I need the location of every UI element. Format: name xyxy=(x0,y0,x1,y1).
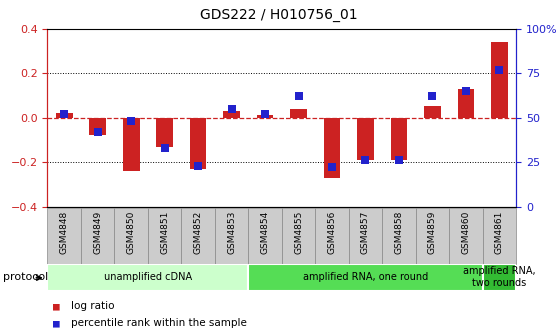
Bar xyxy=(491,42,508,118)
Bar xyxy=(257,115,273,118)
Bar xyxy=(458,89,474,118)
Text: GSM4854: GSM4854 xyxy=(261,211,270,254)
Text: GSM4860: GSM4860 xyxy=(461,211,470,254)
Bar xyxy=(156,118,173,146)
Bar xyxy=(349,208,382,264)
Bar xyxy=(47,264,248,291)
Bar xyxy=(89,118,106,135)
Point xyxy=(60,111,69,117)
Text: protocol: protocol xyxy=(3,272,48,282)
Text: GSM4856: GSM4856 xyxy=(328,211,336,254)
Bar xyxy=(449,208,483,264)
Bar xyxy=(148,208,181,264)
Text: percentile rank within the sample: percentile rank within the sample xyxy=(71,318,247,328)
Bar xyxy=(290,109,307,118)
Bar xyxy=(114,208,148,264)
Point xyxy=(361,158,370,163)
Bar xyxy=(357,118,374,160)
Text: GSM4859: GSM4859 xyxy=(428,211,437,254)
Text: amplified RNA, one round: amplified RNA, one round xyxy=(303,272,428,282)
Bar xyxy=(181,208,215,264)
Bar xyxy=(123,118,140,171)
Text: GDS222 / H010756_01: GDS222 / H010756_01 xyxy=(200,8,358,23)
Bar xyxy=(424,107,441,118)
Text: log ratio: log ratio xyxy=(71,301,114,311)
Bar xyxy=(382,208,416,264)
Point xyxy=(261,111,270,117)
Point xyxy=(428,93,437,99)
Bar xyxy=(215,208,248,264)
Bar xyxy=(483,264,516,291)
Bar xyxy=(248,208,282,264)
Bar xyxy=(483,208,516,264)
Text: amplified RNA,
two rounds: amplified RNA, two rounds xyxy=(463,266,536,288)
Text: unamplified cDNA: unamplified cDNA xyxy=(104,272,192,282)
Text: GSM4851: GSM4851 xyxy=(160,211,169,254)
Point xyxy=(395,158,403,163)
Bar xyxy=(56,113,73,118)
Bar xyxy=(282,208,315,264)
Bar xyxy=(248,264,483,291)
Text: GSM4849: GSM4849 xyxy=(93,211,102,254)
Bar xyxy=(416,208,449,264)
Point xyxy=(127,119,136,124)
Text: GSM4853: GSM4853 xyxy=(227,211,236,254)
Text: GSM4857: GSM4857 xyxy=(361,211,370,254)
Text: ■: ■ xyxy=(53,301,60,311)
Bar xyxy=(391,118,407,160)
Point xyxy=(227,106,236,112)
Point xyxy=(294,93,303,99)
Text: GSM4855: GSM4855 xyxy=(294,211,303,254)
Bar xyxy=(190,118,206,169)
Text: ■: ■ xyxy=(53,318,60,328)
Bar xyxy=(315,208,349,264)
Point xyxy=(194,163,203,168)
Point xyxy=(328,165,336,170)
Text: GSM4858: GSM4858 xyxy=(395,211,403,254)
Text: GSM4848: GSM4848 xyxy=(60,211,69,254)
Bar xyxy=(47,208,81,264)
Text: GSM4850: GSM4850 xyxy=(127,211,136,254)
Text: GSM4861: GSM4861 xyxy=(495,211,504,254)
Bar xyxy=(324,118,340,178)
Bar xyxy=(223,111,240,118)
Point xyxy=(495,67,504,72)
Bar xyxy=(81,208,114,264)
Text: GSM4852: GSM4852 xyxy=(194,211,203,254)
Point xyxy=(160,145,169,151)
Point xyxy=(93,129,102,134)
Point xyxy=(461,88,470,94)
